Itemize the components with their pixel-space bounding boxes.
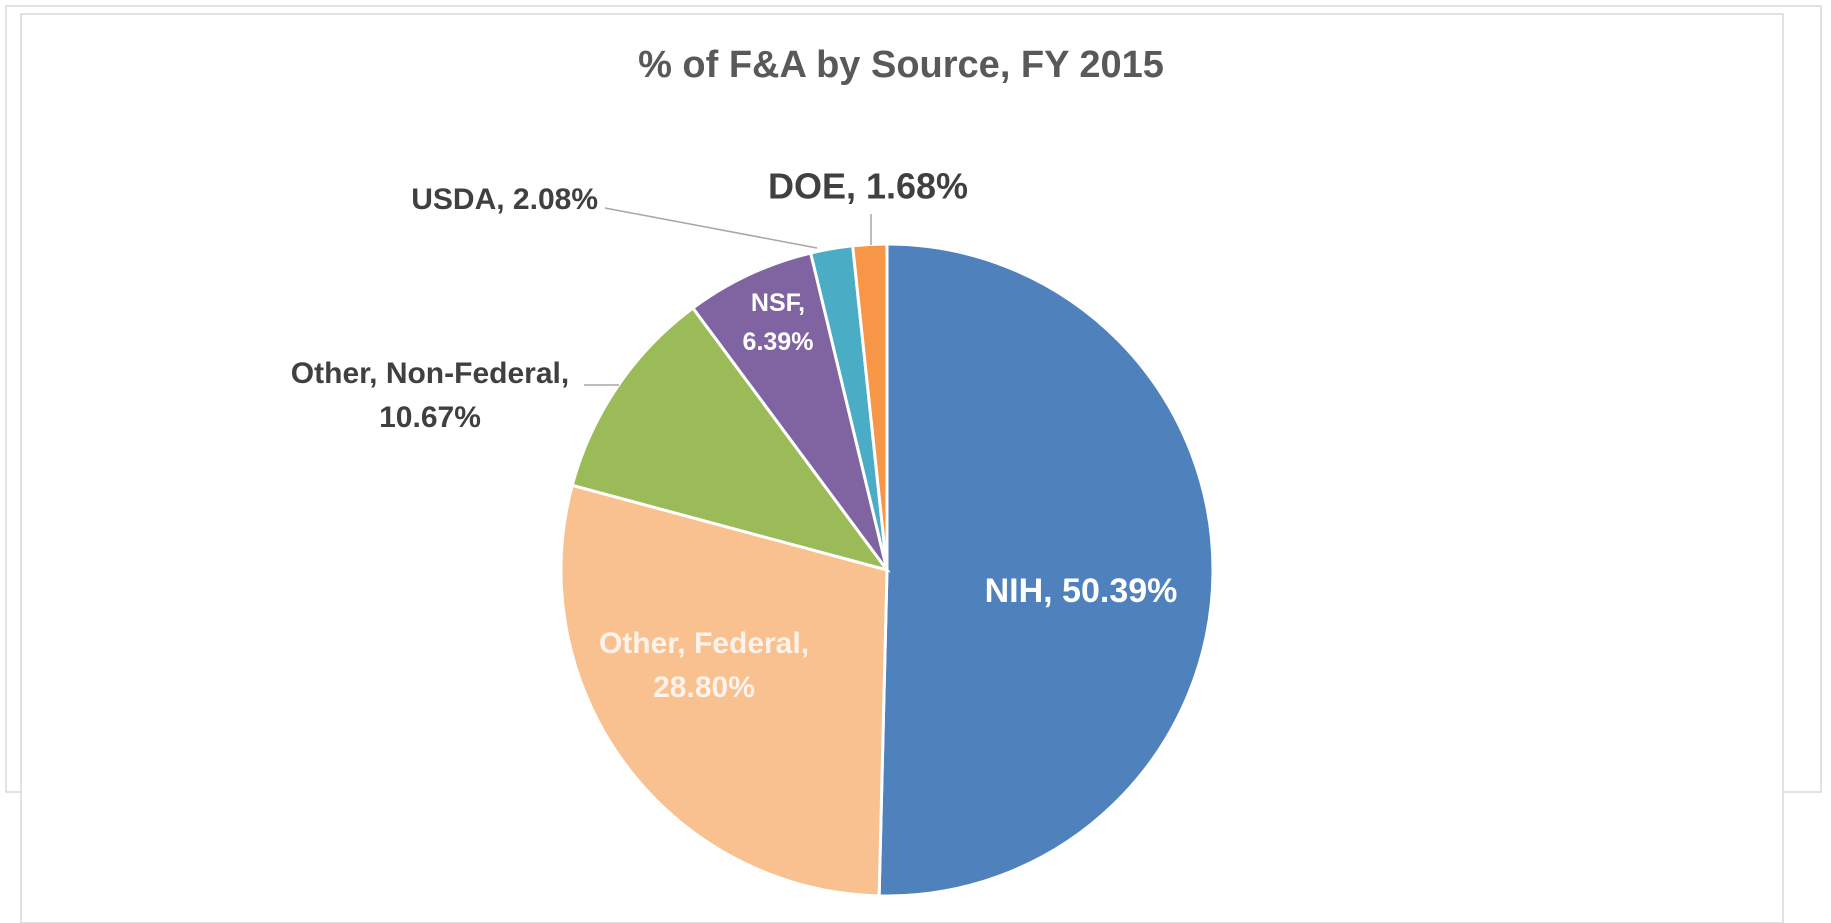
chart-title: % of F&A by Source, FY 2015: [638, 44, 1164, 86]
pie-slice: [877, 242, 1215, 898]
pie-slice: [559, 483, 889, 898]
data-label: DOE, 1.68%: [768, 166, 968, 207]
pie-slice: [570, 305, 891, 573]
pie-slice: [690, 251, 889, 571]
data-label: Other, Federal, 28.80%: [599, 627, 809, 704]
data-label: Other, Non-Federal, 10.67%: [291, 357, 569, 434]
pie-slice: [851, 242, 889, 571]
leader-line: [604, 207, 818, 249]
data-label: NIH, 50.39%: [985, 572, 1178, 610]
data-label: USDA, 2.08%: [411, 183, 598, 216]
data-label: NSF, 6.39%: [743, 289, 814, 356]
